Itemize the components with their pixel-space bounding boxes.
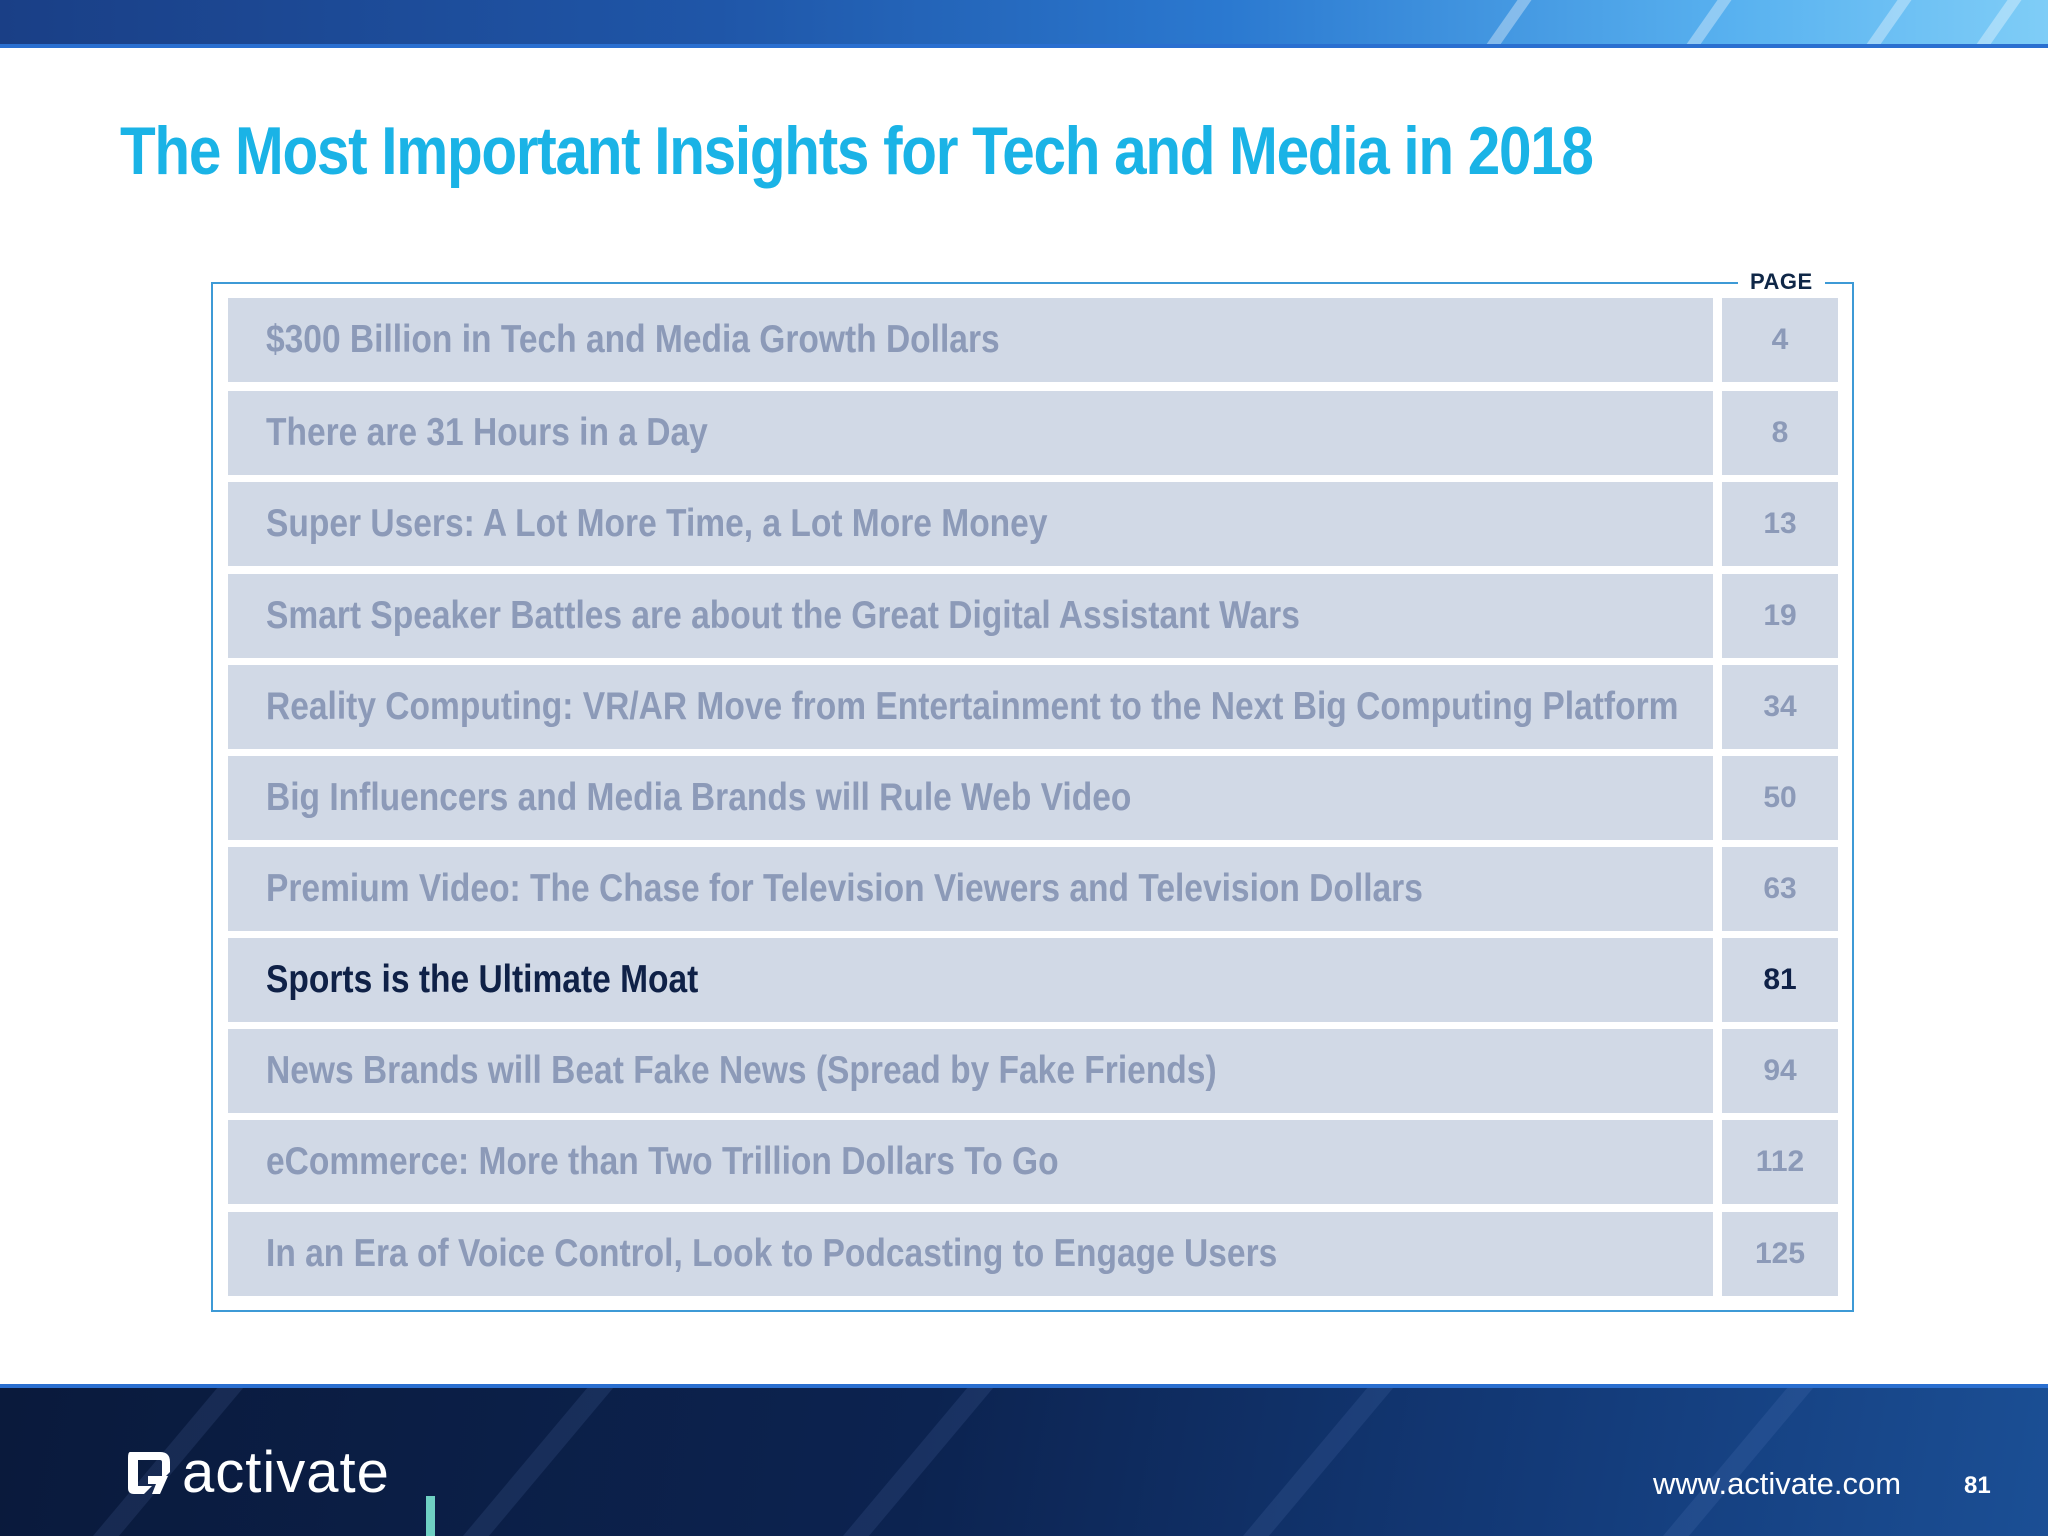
footer-page-number: 81	[1964, 1472, 1991, 1499]
toc-item[interactable]: There are 31 Hours in a Day 8	[228, 391, 1838, 475]
toc-item-title: Premium Video: The Chase for Television …	[228, 847, 1713, 931]
toc-item-page: 63	[1722, 847, 1838, 931]
activate-logo: activate	[122, 1442, 390, 1504]
toc-item-page: 4	[1722, 298, 1838, 382]
toc-item-page: 19	[1722, 574, 1838, 658]
toc-item-title: Smart Speaker Battles are about the Grea…	[228, 574, 1713, 658]
footer-banner	[0, 1384, 2048, 1536]
toc-item-page: 81	[1722, 938, 1838, 1022]
toc-item-title: Reality Computing: VR/AR Move from Enter…	[228, 665, 1713, 749]
accent-bar	[426, 1496, 435, 1536]
toc-item-title: In an Era of Voice Control, Look to Podc…	[228, 1212, 1713, 1296]
toc-item[interactable]: Smart Speaker Battles are about the Grea…	[228, 574, 1838, 658]
page-title: The Most Important Insights for Tech and…	[120, 113, 1594, 189]
toc-item-active[interactable]: Sports is the Ultimate Moat 81	[228, 938, 1838, 1022]
toc-item-title: News Brands will Beat Fake News (Spread …	[228, 1029, 1713, 1113]
activate-logo-icon	[128, 1452, 170, 1494]
toc-item[interactable]: $300 Billion in Tech and Media Growth Do…	[228, 298, 1838, 382]
toc-item-title: $300 Billion in Tech and Media Growth Do…	[228, 298, 1713, 382]
toc-item-title: Super Users: A Lot More Time, a Lot More…	[228, 482, 1713, 566]
toc-item[interactable]: In an Era of Voice Control, Look to Podc…	[228, 1212, 1838, 1296]
toc-item[interactable]: eCommerce: More than Two Trillion Dollar…	[228, 1120, 1838, 1204]
toc-item-title: Big Influencers and Media Brands will Ru…	[228, 756, 1713, 840]
table-of-contents	[211, 282, 1854, 1312]
footer-url[interactable]: www.activate.com	[1653, 1466, 1902, 1501]
toc-item-page: 94	[1722, 1029, 1838, 1113]
toc-item[interactable]: Super Users: A Lot More Time, a Lot More…	[228, 482, 1838, 566]
header-banner	[0, 0, 2048, 48]
toc-item-page: 8	[1722, 391, 1838, 475]
toc-item-title: There are 31 Hours in a Day	[228, 391, 1713, 475]
toc-item-page: 50	[1722, 756, 1838, 840]
toc-item[interactable]: News Brands will Beat Fake News (Spread …	[228, 1029, 1838, 1113]
brand-name: activate	[182, 1440, 390, 1505]
toc-item-title: eCommerce: More than Two Trillion Dollar…	[228, 1120, 1713, 1204]
toc-item-page: 13	[1722, 482, 1838, 566]
toc-item[interactable]: Big Influencers and Media Brands will Ru…	[228, 756, 1838, 840]
toc-item-title: Sports is the Ultimate Moat	[228, 938, 1713, 1022]
toc-item-page: 34	[1722, 665, 1838, 749]
toc-item-page: 112	[1722, 1120, 1838, 1204]
toc-item-page: 125	[1722, 1212, 1838, 1296]
toc-item[interactable]: Premium Video: The Chase for Television …	[228, 847, 1838, 931]
toc-item[interactable]: Reality Computing: VR/AR Move from Enter…	[228, 665, 1838, 749]
page-column-header: PAGE	[1738, 266, 1825, 298]
